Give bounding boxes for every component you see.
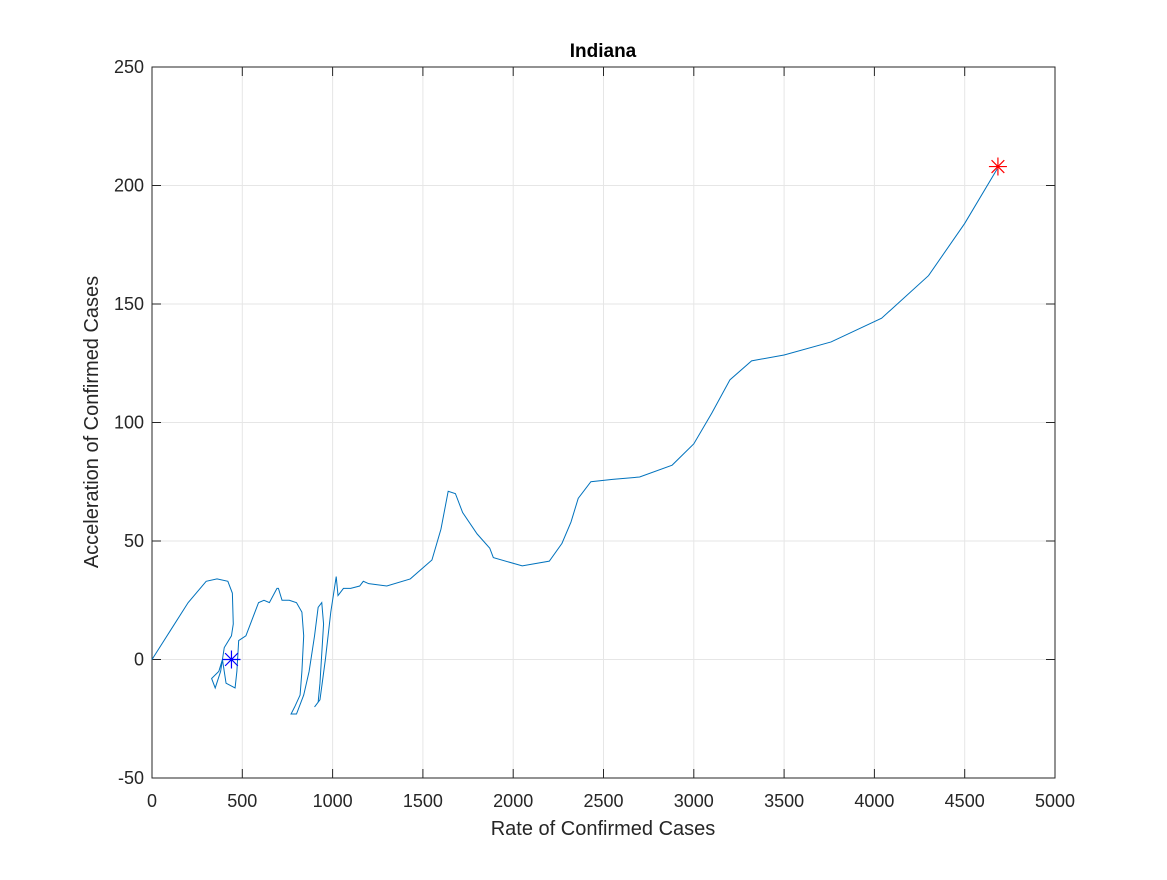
x-tick-label: 3000	[674, 791, 714, 811]
y-tick-label: 100	[114, 413, 144, 433]
y-axis-label: Acceleration of Confirmed Cases	[81, 276, 103, 568]
x-tick-label: 2500	[583, 791, 623, 811]
x-tick-label: 2000	[493, 791, 533, 811]
x-axis-label: Rate of Confirmed Cases	[491, 818, 716, 840]
chart-title: Indiana	[570, 41, 637, 62]
y-tick-label: 250	[114, 57, 144, 77]
x-tick-label: 1500	[403, 791, 443, 811]
y-tick-label: 200	[114, 176, 144, 196]
x-tick-label: 4000	[854, 791, 894, 811]
x-tick-label: 3500	[764, 791, 804, 811]
x-tick-label: 5000	[1035, 791, 1075, 811]
axes-box	[151, 66, 1056, 779]
point-marker	[988, 157, 1007, 176]
x-tick-label: 0	[147, 791, 157, 811]
x-tick-label: 1000	[313, 791, 353, 811]
point-marker	[222, 650, 241, 669]
y-tick-label: 150	[114, 294, 144, 314]
x-tick-label: 500	[227, 791, 257, 811]
x-tick-label: 4500	[945, 791, 985, 811]
data-line	[151, 168, 998, 715]
y-tick-label: -50	[118, 768, 144, 788]
y-tick-label: 50	[124, 531, 144, 551]
y-tick-label: 0	[134, 650, 144, 670]
